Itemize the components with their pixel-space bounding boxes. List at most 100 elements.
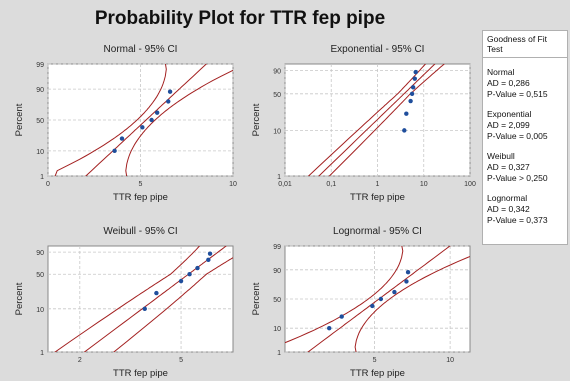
x-tick-label: 0,01 [278,181,292,188]
data-point [378,296,384,302]
x-tick-label: 5 [373,357,377,364]
y-tick-label: 90 [273,69,281,76]
data-point [392,289,397,295]
gof-entry-exponential: Exponential AD = 2,099 P-Value = 0,005 [483,109,567,142]
y-tick-label: 1 [277,350,281,357]
y-tick-label: 50 [273,92,281,99]
data-point [402,128,407,133]
y-tick-label: 50 [273,297,281,304]
panel-exponential: 1 10 50 90 0,01 0,1 1 10 100 Exponential - 95% CI… [251,44,476,203]
y-tick-label: 50 [36,272,44,279]
gof-ad: AD = 0,286 [487,78,530,88]
y-axis-label: Percent [14,282,25,315]
data-point [112,148,117,154]
data-point [327,325,332,331]
goodness-of-fit-legend: Goodness of Fit Test Normal AD = 0,286 P… [482,30,568,245]
upper-ci-line [113,257,233,352]
data-point [178,278,184,284]
gof-ad: AD = 2,099 [487,120,530,130]
x-tick-label: 10 [446,357,454,364]
panel-lognormal: 1 10 50 90 99 5 10 Lognormal - 95% CI TTR fep pi… [251,226,471,379]
data-point [412,76,417,81]
gof-p: P-Value = 0,373 [487,215,548,225]
probability-plots: 1 10 50 90 99 0 5 10 Normal - 95% CI TTR fep pipe… [14,44,476,379]
data-point [195,265,200,271]
data-point [154,110,160,115]
data-point [339,314,344,319]
data-point [142,306,147,312]
x-tick-label: 0 [46,181,50,188]
gof-p: P-Value = 0,515 [487,89,548,99]
fit-line [85,64,208,176]
y-tick-label: 10 [273,326,281,333]
data-point [370,303,375,309]
x-axis-label: TTR fep pipe [350,192,405,203]
gof-entry-normal: Normal AD = 0,286 P-Value = 0,515 [483,67,567,100]
upper-ci-line [354,255,470,352]
y-tick-label: 90 [36,87,44,94]
x-tick-label: 10 [229,181,237,188]
x-axis-label: TTR fep pipe [113,368,168,379]
y-tick-label: 1 [40,350,44,357]
gof-ad: AD = 0,327 [487,162,530,172]
y-tick-label: 99 [273,244,281,251]
gof-entry-weibull: Weibull AD = 0,327 P-Value > 0,250 [483,151,567,184]
x-tick-label: 0,1 [326,181,336,188]
panel-weibull: 1 10 50 90 2 5 Weibull - 95% CI TTR fep pipe Per… [14,226,234,379]
gof-title: Goodness of Fit Test [483,31,567,58]
data-point [408,98,413,104]
panel-normal: 1 10 50 90 99 0 5 10 Normal - 95% CI TTR fep pipe… [14,44,237,203]
data-point [206,257,211,263]
data-point [405,270,411,275]
x-tick-label: 100 [464,181,476,188]
gof-name: Exponential [487,109,532,119]
y-tick-label: 1 [277,174,281,181]
gof-entry-lognormal: Lognormal AD = 0,342 P-Value = 0,373 [483,193,567,226]
x-tick-label: 2 [78,357,82,364]
x-tick-label: 5 [139,181,143,188]
y-tick-label: 10 [36,307,44,314]
panel-title: Exponential - 95% CI [331,44,425,55]
gof-name: Lognormal [487,193,528,203]
lower-ci-line [285,246,404,344]
lower-ci-line [54,246,201,352]
x-axis-label: TTR fep pipe [113,192,168,203]
fit-lines [54,64,233,176]
y-tick-label: 90 [36,250,44,257]
fit-line [318,64,436,176]
data-point [404,279,409,284]
upper-ci-line [125,69,233,176]
data-point [207,251,213,256]
y-tick-label: 10 [273,128,281,135]
gof-name: Weibull [487,151,515,161]
gof-ad: AD = 0,342 [487,204,530,214]
panel-title: Normal - 95% CI [104,44,178,55]
y-tick-label: 99 [36,62,44,69]
x-tick-label: 1 [376,181,380,188]
y-tick-label: 90 [273,268,281,275]
x-tick-label: 10 [420,181,428,188]
x-axis-label: TTR fep pipe [350,368,405,379]
panel-title: Lognormal - 95% CI [333,226,422,237]
data-point [119,136,125,141]
data-point [409,91,415,97]
x-tick-label: 5 [179,357,183,364]
data-point [154,290,159,296]
data-point [404,111,409,116]
y-tick-label: 1 [40,174,44,181]
data-point [149,117,154,123]
data-point [166,99,171,104]
panel-title: Weibull - 95% CI [103,226,177,237]
data-point [167,89,173,94]
y-axis-label: Percent [251,282,262,315]
y-tick-label: 50 [36,118,44,125]
data-point [140,125,145,130]
gof-name: Normal [487,67,515,77]
data-point [187,272,192,277]
data-point [413,69,418,75]
y-tick-label: 10 [36,149,44,156]
y-axis-label: Percent [251,103,262,136]
gof-p: P-Value = 0,005 [487,131,548,141]
chart-title: Probability Plot for TTR fep pipe [94,8,386,29]
lower-ci-line [307,64,427,176]
